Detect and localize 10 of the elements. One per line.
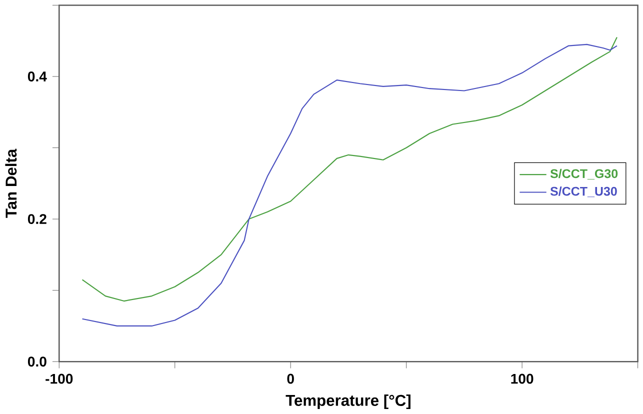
x-tick-label: -100 <box>46 374 73 384</box>
x-tick-label: 0 <box>287 374 294 384</box>
y-tick-label: 0.0 <box>28 356 46 366</box>
y-tick-label: 0.2 <box>28 214 46 224</box>
x-tick-label: 100 <box>511 374 534 384</box>
y-tick-label: 0.4 <box>28 71 47 82</box>
legend-label: S/CCT_G30 <box>550 168 618 180</box>
legend-label: S/CCT_U30 <box>550 186 617 197</box>
x-axis-title: Temperature [°C] <box>286 394 410 409</box>
y-axis-title: Tan Delta <box>5 148 17 218</box>
